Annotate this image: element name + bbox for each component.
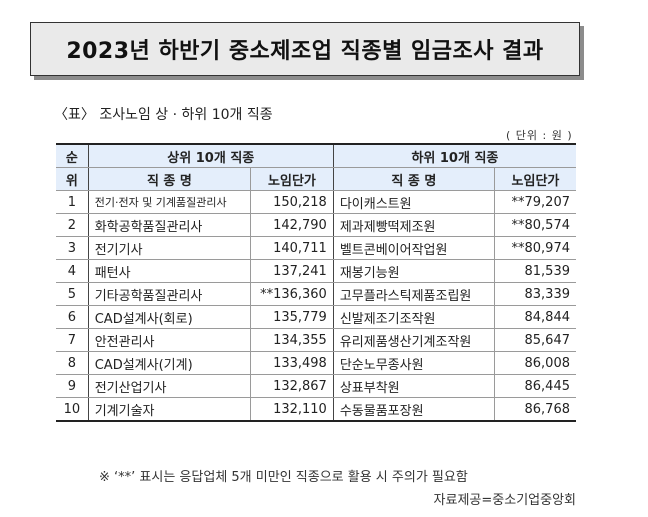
top-job-name: 기계기술자 bbox=[87, 397, 252, 422]
top-wage: 135,779 bbox=[250, 305, 334, 329]
bottom-wage: **80,574 bbox=[493, 213, 576, 237]
bottom-wage: 86,445 bbox=[493, 374, 576, 398]
bottom-job-name: 벨트콘베이어작업원 bbox=[332, 236, 495, 260]
top-wage: 133,498 bbox=[250, 351, 334, 375]
bottom-wage: 86,768 bbox=[493, 397, 576, 422]
bottom-wage: **79,207 bbox=[493, 190, 576, 214]
top-job-name: 전기·전자 및 기계품질관리사 bbox=[87, 190, 252, 214]
footnote: ※ ‘**’ 표시는 응답업체 5개 미만인 직종으로 활용 시 주의가 필요함 bbox=[99, 470, 468, 485]
rank-cell: 6 bbox=[56, 305, 89, 329]
table-row: 2 화학공학품질관리사 142,790 제과제빵떡제조원 **80,574 bbox=[56, 213, 576, 237]
top-job-name: 전기기사 bbox=[87, 236, 252, 260]
bottom-job-name: 단순노무종사원 bbox=[332, 351, 495, 375]
wage-table: 순 상위 10개 직종 하위 10개 직종 위 직 종 명 노임단가 직 종 명… bbox=[56, 143, 576, 422]
table-row: 6 CAD설계사(회로) 135,779 신발제조기조작원 84,844 bbox=[56, 305, 576, 329]
bottom-job-name: 다이캐스트원 bbox=[332, 190, 495, 214]
rank-header-2: 위 bbox=[56, 167, 89, 191]
rank-cell: 10 bbox=[56, 397, 89, 422]
table-row: 5 기타공학품질관리사 **136,360 고무플라스틱제품조립원 83,339 bbox=[56, 282, 576, 306]
table-row: 10 기계기술자 132,110 수동물품포장원 86,768 bbox=[56, 397, 576, 422]
bottom-job-name: 상표부착원 bbox=[332, 374, 495, 398]
bottom-job-name: 제과제빵떡제조원 bbox=[332, 213, 495, 237]
table-row: 1 전기·전자 및 기계품질관리사 150,218 다이캐스트원 **79,20… bbox=[56, 190, 576, 214]
rank-cell: 4 bbox=[56, 259, 89, 283]
top-job-name: 패턴사 bbox=[87, 259, 252, 283]
unit-label: ( 단위 : 원 ) bbox=[506, 129, 573, 142]
rank-cell: 7 bbox=[56, 328, 89, 352]
bottom-job-name: 고무플라스틱제품조립원 bbox=[332, 282, 495, 306]
top-job-name: CAD설계사(회로) bbox=[87, 305, 252, 329]
top-wage: 150,218 bbox=[250, 190, 334, 214]
top-group-header: 상위 10개 직종 bbox=[87, 143, 334, 168]
bottom-job-name: 유리제품생산기계조작원 bbox=[332, 328, 495, 352]
rank-cell: 8 bbox=[56, 351, 89, 375]
bottom-wage: 86,008 bbox=[493, 351, 576, 375]
top-wage: 132,867 bbox=[250, 374, 334, 398]
table-caption: 〈표〉 조사노임 상 · 하위 10개 직종 bbox=[54, 107, 273, 123]
top-job-name: 안전관리사 bbox=[87, 328, 252, 352]
bottom-wage: 85,647 bbox=[493, 328, 576, 352]
top-wage: **136,360 bbox=[250, 282, 334, 306]
table-row: 7 안전관리사 134,355 유리제품생산기계조작원 85,647 bbox=[56, 328, 576, 352]
rank-header: 순 bbox=[56, 143, 89, 168]
rank-cell: 5 bbox=[56, 282, 89, 306]
header-row-groups: 순 상위 10개 직종 하위 10개 직종 bbox=[56, 143, 576, 168]
table-row: 8 CAD설계사(기계) 133,498 단순노무종사원 86,008 bbox=[56, 351, 576, 375]
table-row: 9 전기산업기사 132,867 상표부착원 86,445 bbox=[56, 374, 576, 398]
rank-cell: 3 bbox=[56, 236, 89, 260]
top-job-name: 화학공학품질관리사 bbox=[87, 213, 252, 237]
rank-header-line1: 순 bbox=[65, 150, 78, 166]
bottom-job-name: 재봉기능원 bbox=[332, 259, 495, 283]
top-wage-header: 노임단가 bbox=[250, 167, 334, 191]
top-wage: 134,355 bbox=[250, 328, 334, 352]
bottom-group-header: 하위 10개 직종 bbox=[332, 143, 576, 168]
page-title: 2023년 하반기 중소제조업 직종별 임금조사 결과 bbox=[30, 22, 580, 76]
table-row: 3 전기기사 140,711 벨트콘베이어작업원 **80,974 bbox=[56, 236, 576, 260]
bottom-wage: 81,539 bbox=[493, 259, 576, 283]
top-job-name-header: 직 종 명 bbox=[87, 167, 252, 191]
rank-cell: 1 bbox=[56, 190, 89, 214]
bottom-job-name-header: 직 종 명 bbox=[332, 167, 495, 191]
header-row-columns: 위 직 종 명 노임단가 직 종 명 노임단가 bbox=[56, 167, 576, 191]
top-job-name: CAD설계사(기계) bbox=[87, 351, 252, 375]
source-credit: 자료제공=중소기업중앙회 bbox=[433, 493, 576, 508]
bottom-wage: 84,844 bbox=[493, 305, 576, 329]
top-wage: 142,790 bbox=[250, 213, 334, 237]
top-job-name: 기타공학품질관리사 bbox=[87, 282, 252, 306]
bottom-wage: **80,974 bbox=[493, 236, 576, 260]
bottom-job-name: 수동물품포장원 bbox=[332, 397, 495, 422]
table-row: 4 패턴사 137,241 재봉기능원 81,539 bbox=[56, 259, 576, 283]
top-job-name: 전기산업기사 bbox=[87, 374, 252, 398]
rank-cell: 9 bbox=[56, 374, 89, 398]
bottom-job-name: 신발제조기조작원 bbox=[332, 305, 495, 329]
rank-cell: 2 bbox=[56, 213, 89, 237]
top-wage: 132,110 bbox=[250, 397, 334, 422]
bottom-wage-header: 노임단가 bbox=[493, 167, 576, 191]
top-wage: 137,241 bbox=[250, 259, 334, 283]
top-wage: 140,711 bbox=[250, 236, 334, 260]
bottom-wage: 83,339 bbox=[493, 282, 576, 306]
